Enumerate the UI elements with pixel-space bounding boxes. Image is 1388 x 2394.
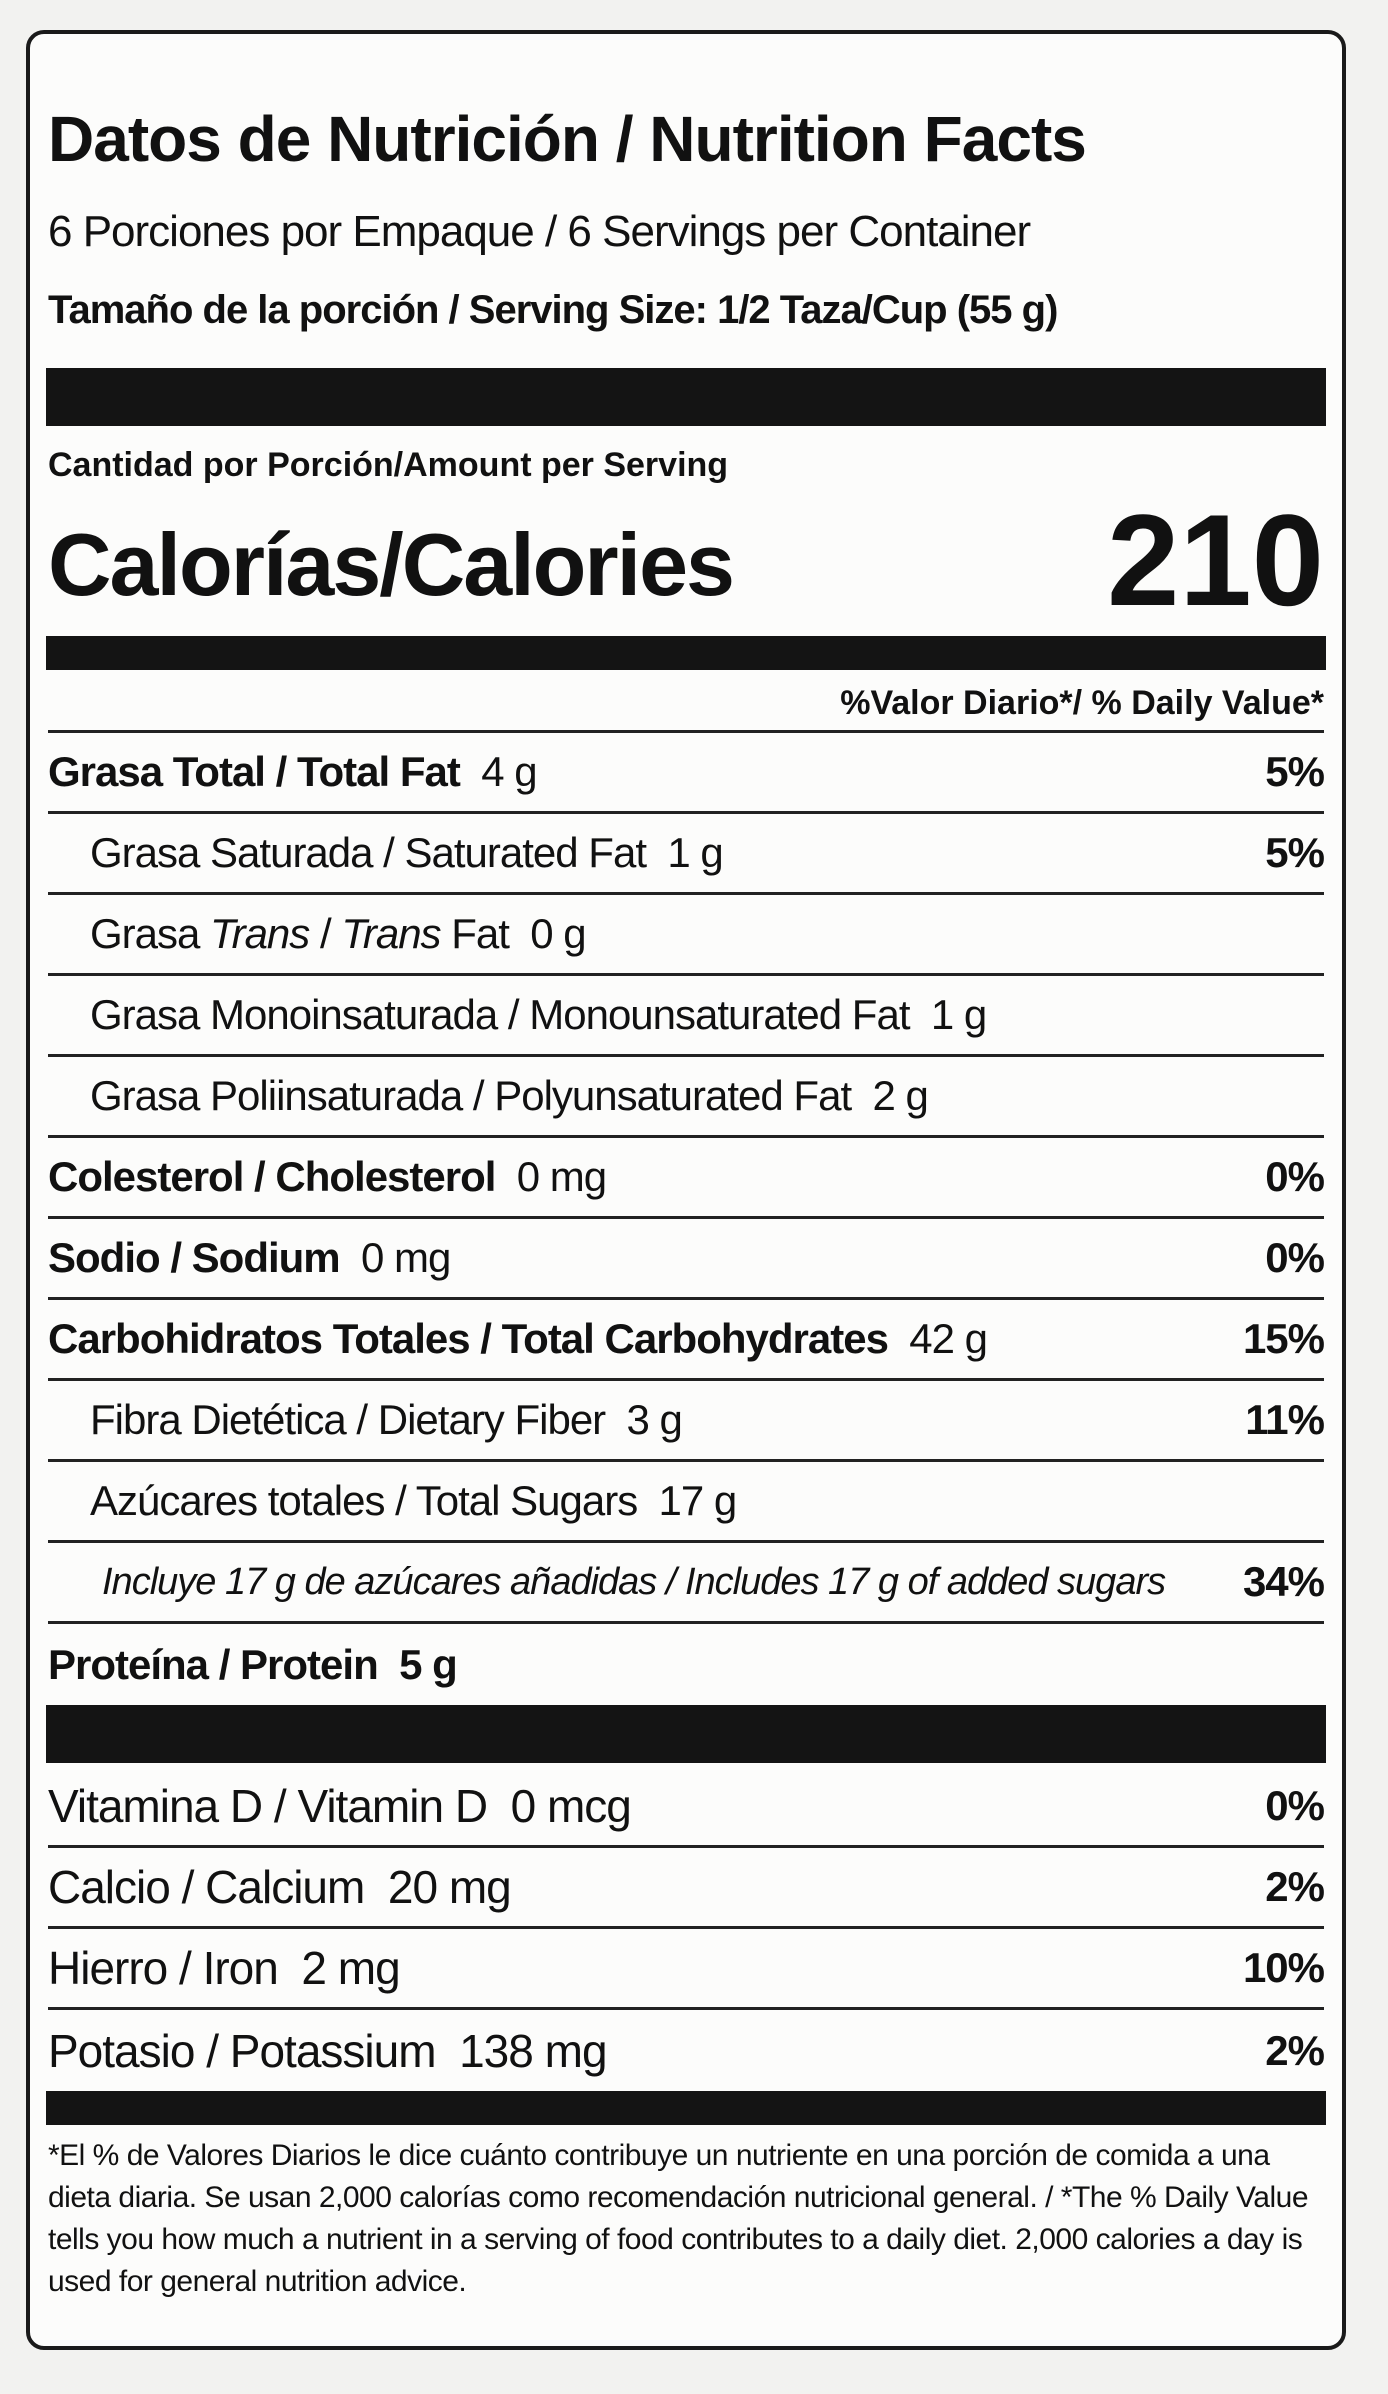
vitamin-row-calcium: Calcio / Calcium 20 mg 2%: [48, 1848, 1325, 1929]
nutrient-row-added-sugars: Incluye 17 g de azúcares añadidas / Incl…: [48, 1543, 1325, 1624]
nutrient-row-total-sugars: Azúcares totales / Total Sugars 17 g: [48, 1462, 1324, 1543]
vitamin-row-iron: Hierro / Iron 2 mg 10%: [48, 1929, 1325, 2010]
nutrient-amount: 4 g: [481, 748, 537, 795]
nutrient-label: Colesterol / Cholesterol: [48, 1153, 496, 1200]
daily-value-header: %Valor Diario*/ % Daily Value*: [48, 676, 1324, 733]
daily-value: 5%: [1265, 829, 1325, 876]
nutrient-amount: 0 g: [530, 910, 586, 957]
nutrient-row-sodium: Sodio / Sodium 0 mg 0%: [48, 1219, 1325, 1300]
daily-value: 0%: [1265, 1153, 1325, 1200]
divider-medium: [46, 636, 1326, 670]
nutrient-amount: 17 g: [658, 1477, 738, 1524]
calories-row: Calorías/Calories 210: [48, 490, 1324, 630]
nutrient-amount: 0 mg: [361, 1234, 451, 1281]
calories-label: Calorías/Calories: [48, 515, 735, 614]
nutrient-amount: 3 g: [626, 1396, 683, 1443]
divider-medium: [46, 2091, 1326, 2125]
nutrient-row-monounsaturated-fat: Grasa Monoinsaturada / Monounsaturated F…: [48, 976, 1324, 1057]
daily-value: 2%: [1265, 2026, 1325, 2074]
daily-value: 2%: [1265, 1863, 1325, 1910]
nutrient-label: Grasa Poliinsaturada / Polyunsaturated F…: [90, 1072, 852, 1119]
nutrient-row-total-fat: Grasa Total / Total Fat 4 g 5%: [48, 733, 1325, 814]
nutrient-row-saturated-fat: Grasa Saturada / Saturated Fat 1 g 5%: [48, 814, 1325, 895]
daily-value: 15%: [1242, 1315, 1325, 1362]
nutrient-amount: 2 g: [872, 1072, 928, 1119]
daily-value: 5%: [1265, 748, 1325, 795]
nutrient-row-polyunsaturated-fat: Grasa Poliinsaturada / Polyunsaturated F…: [48, 1057, 1324, 1138]
footnote: *El % de Valores Diarios le dice cuánto …: [48, 2139, 1309, 2298]
daily-value: 10%: [1242, 1944, 1325, 1991]
nutrient-label: Carbohidratos Totales / Total Carbohydra…: [48, 1315, 889, 1362]
calories-value: 210: [1107, 487, 1324, 633]
divider-thick: [46, 1705, 1326, 1763]
daily-value: 11%: [1245, 1396, 1325, 1443]
serving-size: Tamaño de la porción / Serving Size: 1/2…: [48, 288, 1058, 332]
nutrient-amount: 5 g: [399, 1640, 458, 1688]
nutrient-amount: 0 mg: [516, 1153, 607, 1200]
nutrient-label: Azúcares totales / Total Sugars: [90, 1477, 638, 1524]
nutrient-amount: 1 g: [667, 829, 723, 876]
nutrient-row-cholesterol: Colesterol / Cholesterol 0 mg 0%: [48, 1138, 1325, 1219]
vitamin-row-potassium: Potasio / Potassium 138 mg 2%: [48, 2024, 1325, 2077]
nutrient-label: Grasa Saturada / Saturated Fat: [90, 829, 647, 876]
nutrient-row-trans-fat: Grasa Trans / Trans Fat 0 g: [48, 895, 1324, 976]
nutrient-amount: 1 g: [930, 991, 987, 1038]
nutrition-facts-label: Datos de Nutrición / Nutrition Facts 6 P…: [26, 30, 1346, 2350]
nutrient-label: Grasa Total / Total Fat: [48, 748, 461, 795]
nutrient-row-dietary-fiber: Fibra Dietética / Dietary Fiber 3 g 11%: [48, 1381, 1325, 1462]
nutrient-amount: 42 g: [909, 1315, 988, 1362]
vitamin-row-vitamin-d: Vitamina D / Vitamin D 0 mcg 0%: [48, 1767, 1325, 1848]
nutrient-label: Fibra Dietética / Dietary Fiber: [90, 1396, 606, 1443]
nutrient-label: Grasa Monoinsaturada / Monounsaturated F…: [90, 991, 910, 1038]
nutrient-row-total-carbohydrates: Carbohidratos Totales / Total Carbohydra…: [48, 1300, 1325, 1381]
daily-value: 34%: [1242, 1558, 1325, 1605]
divider-thick: [46, 368, 1326, 426]
nutrient-label: Sodio / Sodium: [48, 1234, 341, 1281]
daily-value: 0%: [1265, 1234, 1325, 1281]
nutrient-label: Incluye 17 g de azúcares añadidas / Incl…: [102, 1560, 1166, 1603]
nutrient-row-protein: Proteína / Protein 5 g: [48, 1624, 1324, 1705]
label-title: Datos de Nutrición / Nutrition Facts: [48, 103, 1087, 175]
nutrient-label: Proteína / Protein: [48, 1640, 379, 1688]
amount-per-serving: Cantidad por Porción/Amount per Serving: [48, 446, 729, 484]
daily-value: 0%: [1265, 1782, 1325, 1829]
servings-per-container: 6 Porciones por Empaque / 6 Servings per…: [48, 207, 1031, 256]
